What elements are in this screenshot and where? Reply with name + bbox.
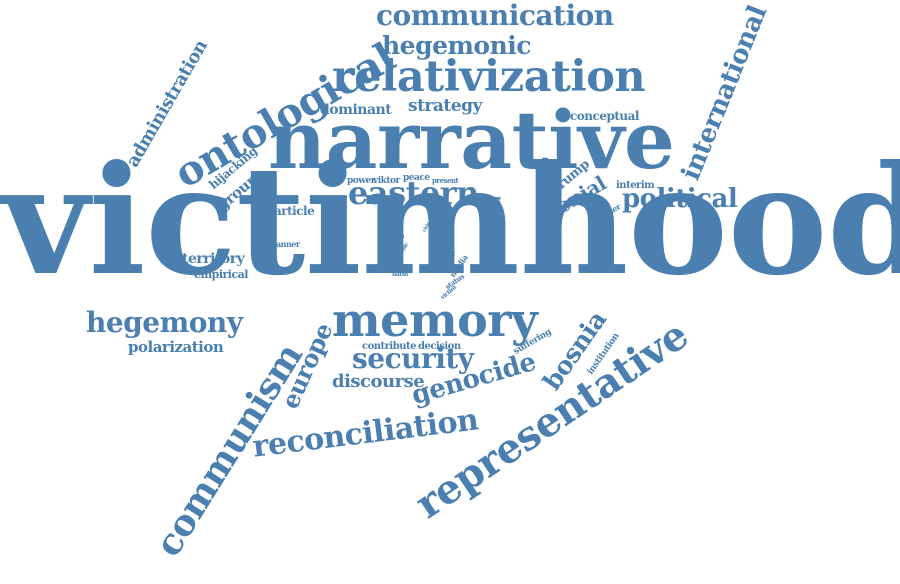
word-reconciliation: reconciliation — [250, 402, 481, 465]
word-empirical: empirical — [194, 268, 249, 281]
word-polarization: polarization — [128, 338, 224, 356]
word-article: article — [274, 204, 315, 218]
word-decision: decision — [418, 341, 461, 352]
word-contribute: contribute — [362, 341, 416, 352]
word-communication: communication — [376, 0, 614, 32]
word-political: political — [622, 184, 738, 214]
word-manner: manner — [268, 239, 300, 249]
word-claim: claim — [388, 233, 404, 240]
word-past: past — [440, 249, 455, 258]
word-future: future — [390, 261, 412, 270]
word-dominant: dominant — [320, 102, 392, 118]
word-discourse: discourse — [332, 371, 425, 392]
word-relativization: relativization — [332, 52, 646, 102]
word-conceptual: conceptual — [570, 109, 639, 123]
word-hegemony: hegemony — [86, 306, 243, 339]
word-peace: peace — [403, 173, 430, 183]
word-territory: territory — [182, 251, 245, 267]
word-harm: harm — [392, 271, 408, 278]
word-power: power — [347, 176, 376, 186]
word-victimhood: victimhood — [2, 133, 900, 309]
word-memory: memory — [332, 293, 538, 347]
word-interim: interim — [616, 180, 655, 191]
word-present: present — [432, 176, 459, 185]
word-strategy: strategy — [408, 96, 482, 116]
word-narrative: narrative — [268, 93, 675, 187]
word-hegemonic: hegemonic — [382, 31, 532, 60]
word-viktor: viktor — [373, 176, 400, 186]
word-eastern: eastern — [348, 174, 479, 212]
word-security: security — [352, 342, 474, 375]
